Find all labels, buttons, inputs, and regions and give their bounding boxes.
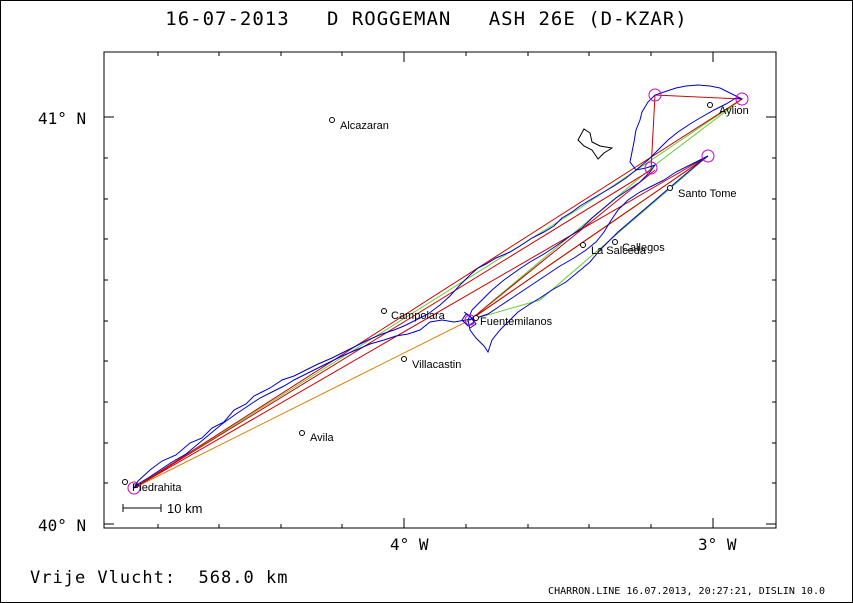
track-return-1 <box>467 84 743 354</box>
place-label-villacastin: Villacastin <box>412 359 461 371</box>
lat-label-41: 41° N <box>38 109 86 128</box>
place-marker-fuentemilanos <box>473 315 479 321</box>
place-marker-villacastin <box>401 356 407 362</box>
turnpoint-4 <box>701 149 715 163</box>
flight-date: 16-07-2013 <box>165 8 290 30</box>
lon-label-4w: 4° W <box>390 535 429 554</box>
flight-track <box>133 84 743 489</box>
turnpoint-1 <box>648 88 662 102</box>
place-label-aylion: Aylion <box>719 105 749 117</box>
track-return-2 <box>133 155 709 489</box>
axis-ticks <box>104 52 776 528</box>
place-label-avila: Avila <box>310 432 335 444</box>
place-marker-la-salceda <box>580 242 586 248</box>
place-label-fuentemilanos: Fuentemilanos <box>480 316 553 328</box>
place-label-santo-tome: Santo Tome <box>678 188 737 200</box>
flight-title: 16-07-2013 D ROGGEMAN ASH 26E (D-KZAR) <box>0 8 853 30</box>
place-marker-alcazaran <box>329 117 335 123</box>
place-marker-aylion <box>707 102 713 108</box>
plot-credits: CHARRON.LINE 16.07.2013, 20:27:21, DISLI… <box>548 586 825 597</box>
glider-id: ASH 26E (D-KZAR) <box>488 8 688 30</box>
flight-distance: 568.0 km <box>198 568 289 588</box>
place-marker-callegos <box>612 239 618 245</box>
lake-outline <box>577 128 614 160</box>
lon-label-3w: 3° W <box>698 535 737 554</box>
turnpoint-2 <box>735 92 749 106</box>
flight-summary: Vrije Vlucht: 568.0 km <box>30 568 288 588</box>
task-lines <box>133 94 744 489</box>
place-label-callegos: Callegos <box>622 242 665 254</box>
task-leg-red <box>133 94 744 489</box>
place-markers <box>122 102 713 485</box>
track-outbound <box>133 97 743 489</box>
lat-label-40: 40° N <box>38 516 86 535</box>
place-marker-campolara <box>381 308 387 314</box>
place-marker-santo-tome <box>667 185 673 191</box>
place-label-la-salceda: La Salceda <box>591 245 647 257</box>
place-label-alcazaran: Alcazaran <box>340 120 389 132</box>
scale-bar <box>122 504 162 512</box>
turnpoints <box>127 88 749 495</box>
flight-type-label: Vrije Vlucht: <box>30 568 177 588</box>
plot-area <box>103 51 777 529</box>
place-label-piedrahita: Piedrahita <box>132 482 182 494</box>
place-marker-avila <box>299 430 305 436</box>
turnpoint-3 <box>644 161 658 175</box>
place-label-campolara: Campolara <box>391 310 446 322</box>
place-marker-piedrahita <box>122 479 128 485</box>
pilot-name: D ROGGEMAN <box>326 8 452 30</box>
scale-bar-label: 10 km <box>167 501 202 516</box>
turnpoint-start <box>127 481 141 495</box>
